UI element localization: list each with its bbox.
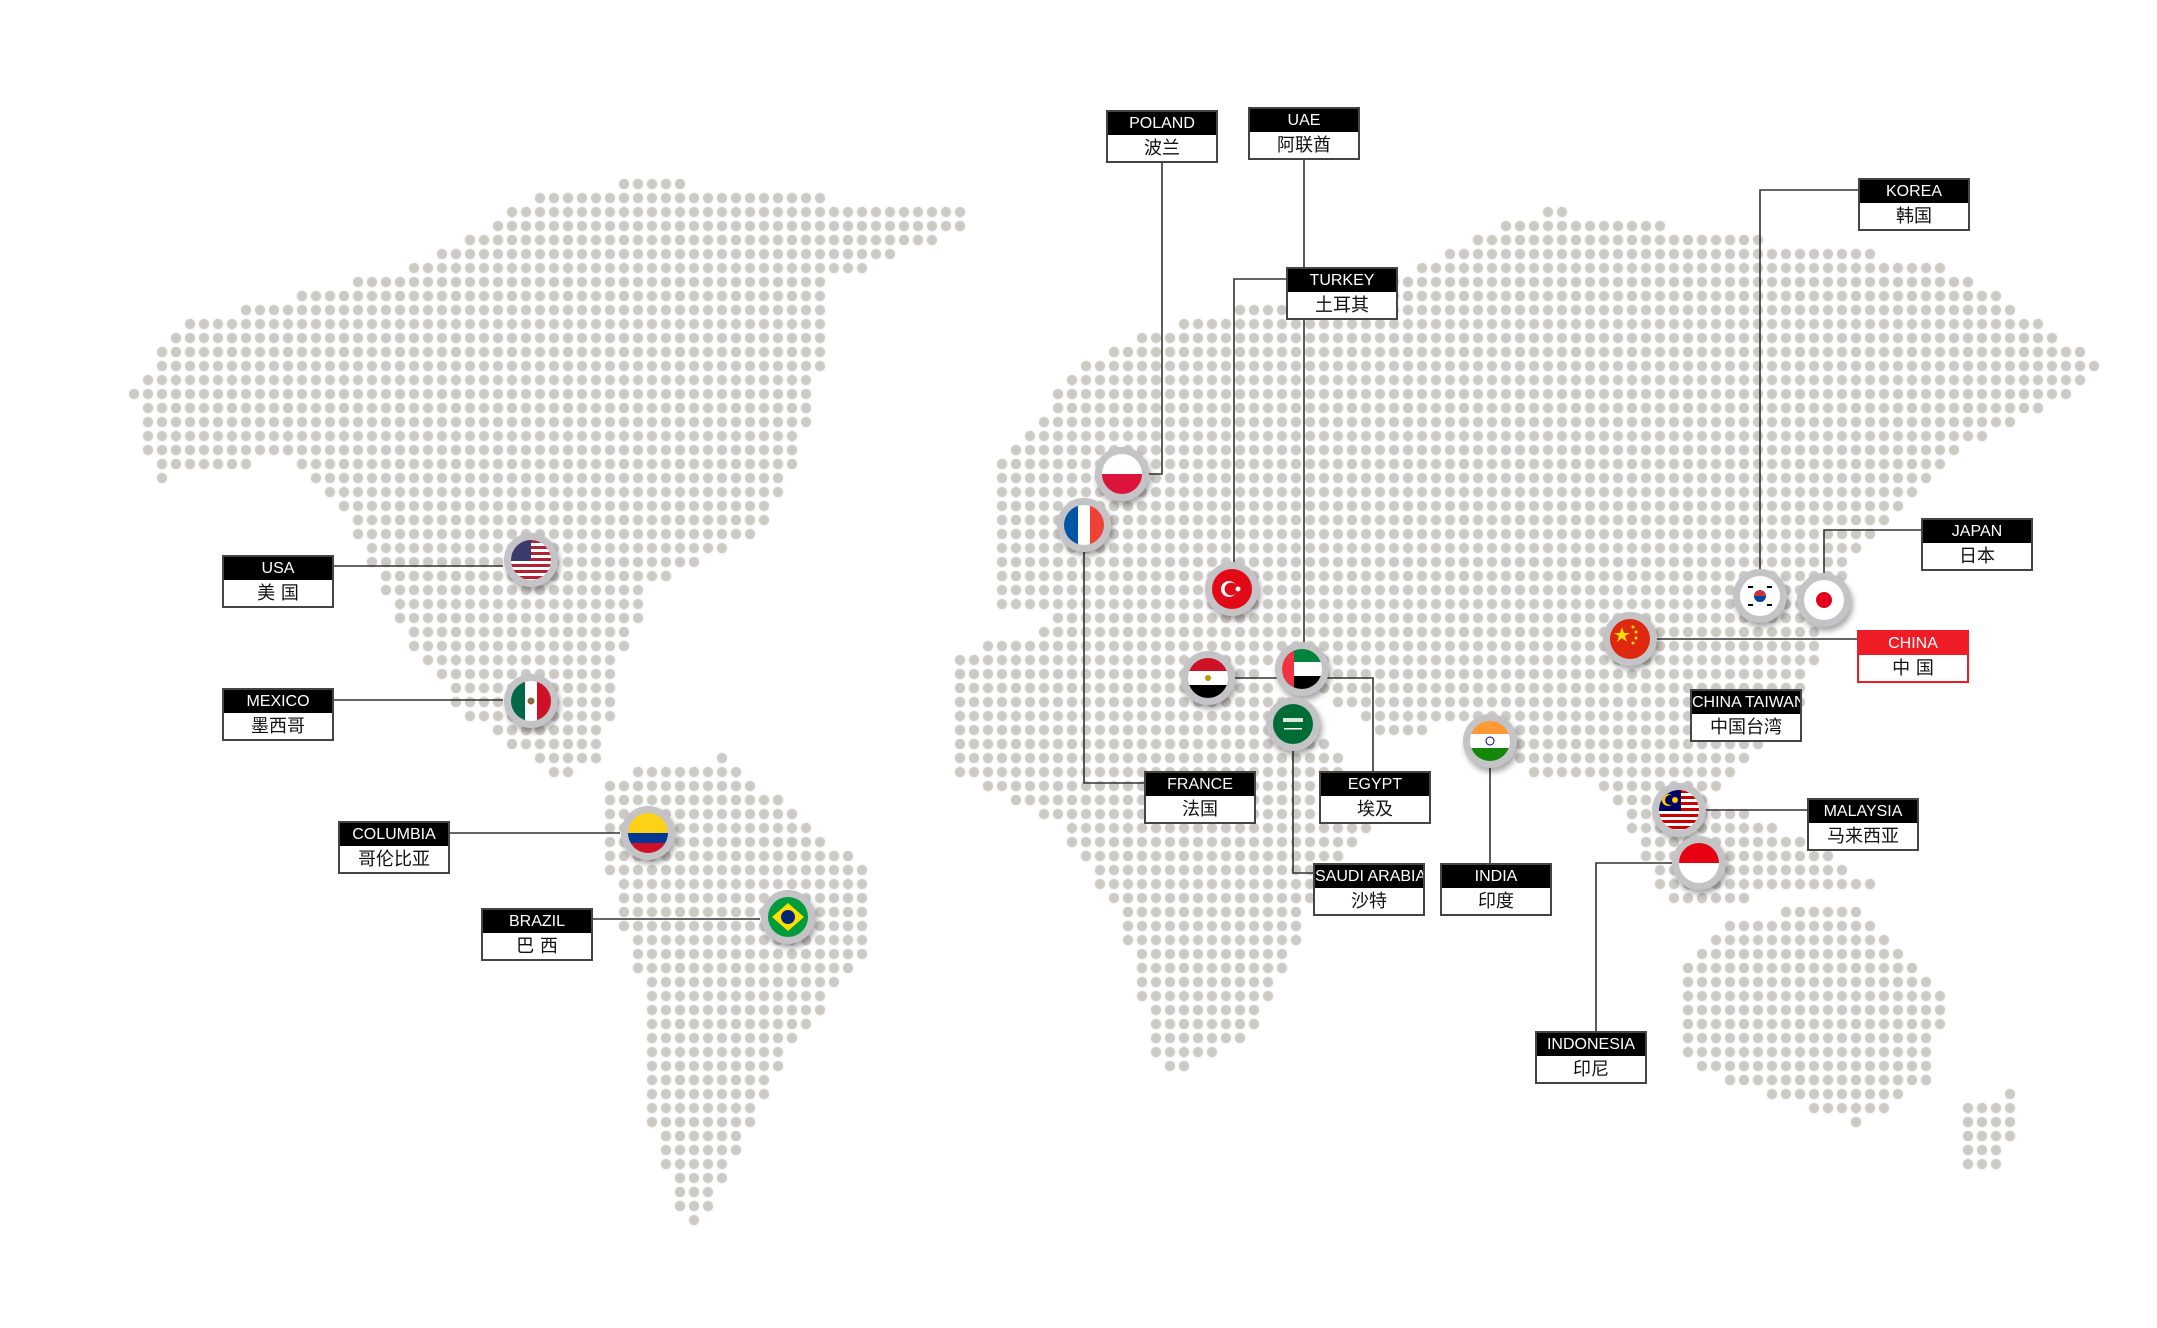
country-name-en: CHINA xyxy=(1859,632,1967,655)
country-name-en: COLUMBIA xyxy=(340,823,448,846)
country-name-zh: 法国 xyxy=(1182,799,1218,820)
pin-japan xyxy=(1797,573,1851,627)
japan-flag-icon xyxy=(1804,580,1844,620)
country-name-zh: 美 国 xyxy=(257,583,299,604)
france-flag-icon xyxy=(1064,505,1104,545)
connector-poland xyxy=(1148,163,1163,475)
label-uae: UAE 阿联酋 xyxy=(1248,107,1360,160)
label-china-taiwan: CHINA TAIWAN 中国台湾 xyxy=(1690,689,1802,742)
brazil-flag-icon xyxy=(768,897,808,937)
country-name-zh: 中国台湾 xyxy=(1710,717,1782,738)
indonesia-flag-icon xyxy=(1679,843,1719,883)
connector-turkey xyxy=(1233,278,1286,563)
label-saudi-arabia: SAUDI ARABIA 沙特 xyxy=(1313,863,1425,916)
label-columbia: COLUMBIA 哥伦比亚 xyxy=(338,821,450,874)
label-india: INDIA 印度 xyxy=(1440,863,1552,916)
connector-saudi-arabia xyxy=(1292,750,1313,874)
korea-flag-icon xyxy=(1740,576,1780,616)
pin-france xyxy=(1057,498,1111,552)
pin-korea xyxy=(1733,569,1787,623)
poland-flag-icon xyxy=(1102,454,1142,494)
country-name-en: FRANCE xyxy=(1146,773,1254,796)
country-name-zh: 印度 xyxy=(1478,891,1514,912)
label-egypt: EGYPT 埃及 xyxy=(1319,771,1431,824)
connector-indonesia xyxy=(1595,862,1674,1031)
label-malaysia: MALAYSIA 马来西亚 xyxy=(1807,798,1919,851)
country-name-en: USA xyxy=(224,557,332,580)
country-name-zh: 巴 西 xyxy=(516,936,558,957)
country-name-zh: 墨西哥 xyxy=(251,716,305,737)
label-poland: POLAND 波兰 xyxy=(1106,110,1218,163)
pin-egypt xyxy=(1181,651,1235,705)
pin-china xyxy=(1603,612,1657,666)
label-indonesia: INDONESIA 印尼 xyxy=(1535,1031,1647,1084)
country-name-en: CHINA TAIWAN xyxy=(1692,691,1800,714)
colombia-flag-icon xyxy=(628,813,668,853)
malaysia-flag-icon xyxy=(1659,790,1699,830)
turkey-flag-icon xyxy=(1212,569,1252,609)
pin-mexico xyxy=(504,674,558,728)
country-name-zh: 土耳其 xyxy=(1315,295,1369,316)
country-name-zh: 阿联酋 xyxy=(1277,135,1331,156)
label-korea: KOREA 韩国 xyxy=(1858,178,1970,231)
china-flag-icon xyxy=(1610,619,1650,659)
pin-saudi-arabia xyxy=(1266,697,1320,751)
pin-malaysia xyxy=(1652,783,1706,837)
pin-brazil xyxy=(761,890,815,944)
country-name-en: JAPAN xyxy=(1923,520,2031,543)
country-name-zh: 日本 xyxy=(1959,546,1995,567)
label-mexico: MEXICO 墨西哥 xyxy=(222,688,334,741)
usa-flag-icon xyxy=(511,540,551,580)
uae-flag-icon xyxy=(1282,649,1322,689)
country-name-zh: 韩国 xyxy=(1896,206,1932,227)
pin-usa xyxy=(504,533,558,587)
pin-india xyxy=(1463,714,1517,768)
country-name-en: UAE xyxy=(1250,109,1358,132)
label-japan: JAPAN 日本 xyxy=(1921,518,2033,571)
saudi-flag-icon xyxy=(1273,704,1313,744)
india-flag-icon xyxy=(1470,721,1510,761)
connector-france xyxy=(1083,551,1144,784)
country-name-en: MALAYSIA xyxy=(1809,800,1917,823)
mexico-flag-icon xyxy=(511,681,551,721)
connector-japan xyxy=(1823,529,1921,574)
country-name-zh: 马来西亚 xyxy=(1827,826,1899,847)
country-name-zh: 波兰 xyxy=(1144,138,1180,159)
label-turkey: TURKEY 土耳其 xyxy=(1286,267,1398,320)
country-name-en: INDIA xyxy=(1442,865,1550,888)
country-name-en: MEXICO xyxy=(224,690,332,713)
label-brazil: BRAZIL 巴 西 xyxy=(481,908,593,961)
country-name-zh: 中 国 xyxy=(1892,658,1934,679)
pin-indonesia xyxy=(1672,836,1726,890)
label-france: FRANCE 法国 xyxy=(1144,771,1256,824)
pin-columbia xyxy=(621,806,675,860)
label-usa: USA 美 国 xyxy=(222,555,334,608)
egypt-flag-icon xyxy=(1188,658,1228,698)
pin-turkey xyxy=(1205,562,1259,616)
country-name-en: KOREA xyxy=(1860,180,1968,203)
country-name-zh: 哥伦比亚 xyxy=(358,849,430,870)
label-china: CHINA 中 国 xyxy=(1857,630,1969,683)
pin-poland xyxy=(1095,447,1149,501)
country-name-zh: 埃及 xyxy=(1357,799,1393,820)
country-name-en: POLAND xyxy=(1108,112,1216,135)
pin-uae xyxy=(1275,642,1329,696)
country-name-en: EGYPT xyxy=(1321,773,1429,796)
country-name-en: BRAZIL xyxy=(483,910,591,933)
country-name-en: INDONESIA xyxy=(1537,1033,1645,1056)
connector-korea xyxy=(1759,189,1858,570)
country-name-zh: 沙特 xyxy=(1351,891,1387,912)
country-name-en: TURKEY xyxy=(1288,269,1396,292)
country-name-en: SAUDI ARABIA xyxy=(1315,865,1423,888)
country-name-zh: 印尼 xyxy=(1573,1059,1609,1080)
